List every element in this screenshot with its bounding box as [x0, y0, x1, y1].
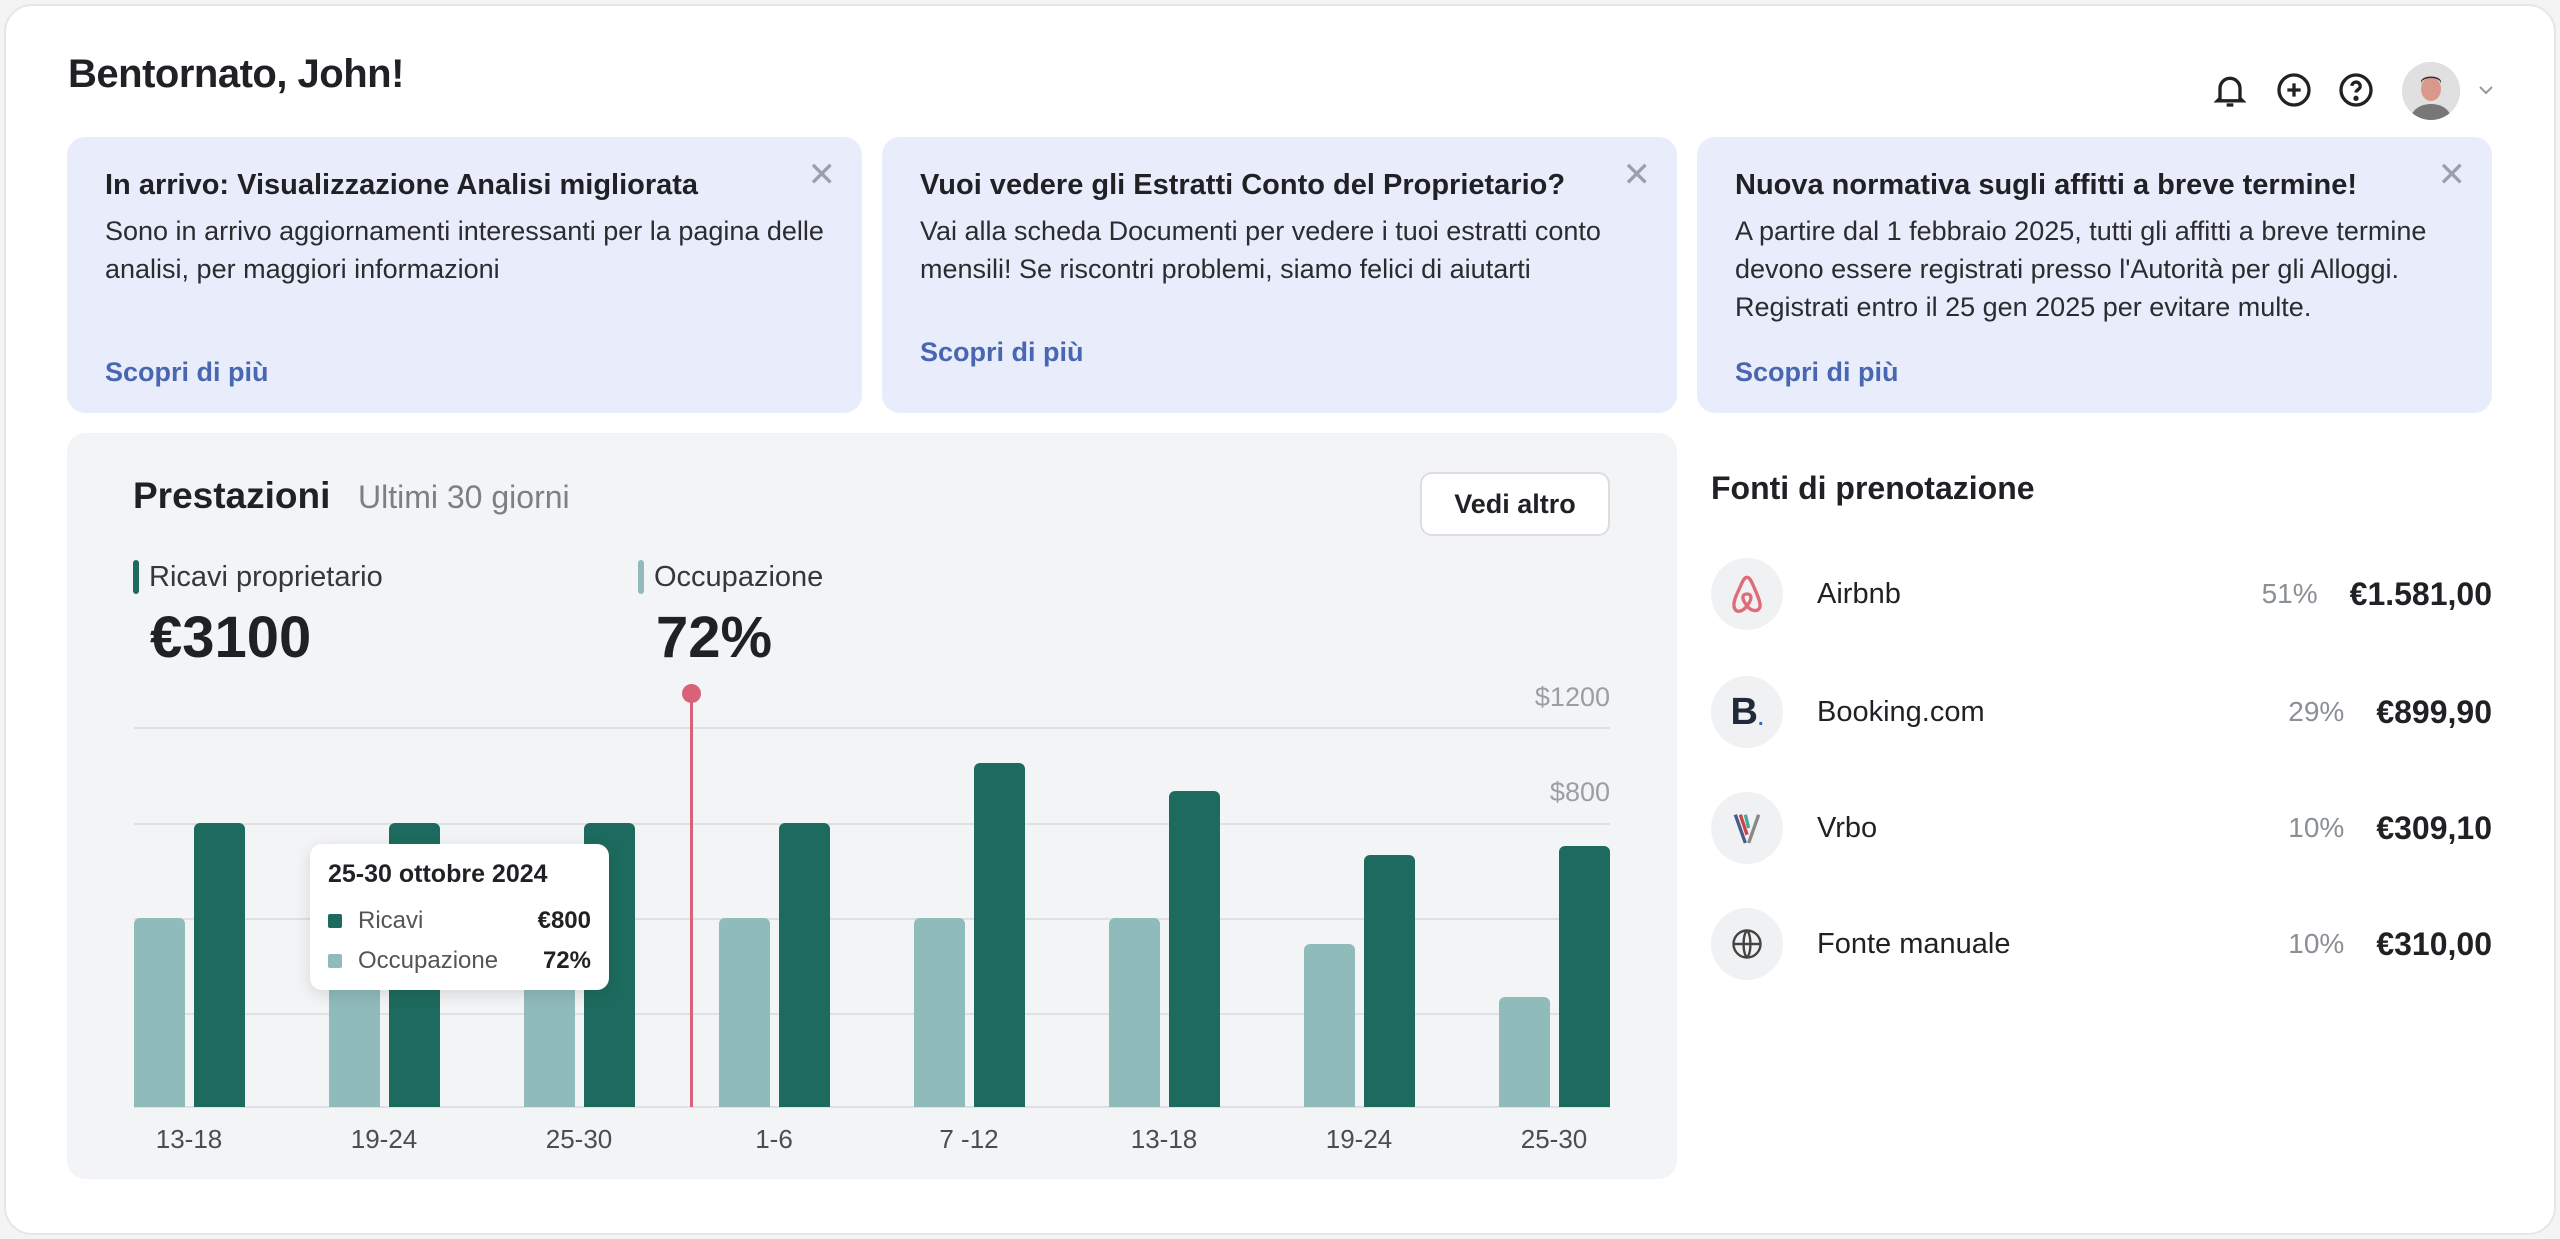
source-name: Fonte manuale: [1817, 927, 2011, 960]
x-tick-label: 19-24: [350, 1124, 418, 1154]
tooltip-row: Occupazione 72%: [328, 947, 591, 975]
performance-panel: [67, 433, 1677, 1179]
revenue-legend: Ricavi proprietario: [133, 560, 383, 594]
occupancy-bar[interactable]: [914, 918, 965, 1107]
hover-line: [690, 692, 693, 1107]
y-tick-label: $800: [1549, 777, 1610, 807]
close-icon[interactable]: ✕: [807, 156, 837, 194]
occupancy-bar[interactable]: [134, 918, 185, 1107]
airbnb-icon: [1711, 558, 1783, 630]
card-title: Vuoi vedere gli Estratti Conto del Propr…: [920, 169, 1566, 201]
source-amount: €1.581,00: [2349, 575, 2492, 612]
x-tick-label: 25-30: [545, 1124, 613, 1154]
source-row[interactable]: Airbnb 51% €1.581,00: [1711, 558, 2492, 630]
x-tick-label: 13-18: [1130, 1124, 1198, 1154]
tooltip-value: €800: [537, 907, 591, 934]
source-row[interactable]: Vrbo 10% €309,10: [1711, 792, 2492, 864]
revenue-label: Ricavi proprietario: [149, 560, 383, 593]
occupancy-bar[interactable]: [719, 918, 770, 1107]
learn-more-link[interactable]: Scopri di più: [105, 357, 269, 387]
vrbo-icon: [1711, 792, 1783, 864]
page-title: Bentornato, John!: [68, 52, 404, 96]
source-name: Airbnb: [1817, 577, 1901, 610]
source-pct: 10%: [2288, 928, 2345, 959]
occupancy-bar[interactable]: [1499, 996, 1550, 1107]
tooltip-row: Ricavi €800: [328, 907, 591, 935]
avatar[interactable]: [2402, 62, 2460, 120]
source-amount: €310,00: [2376, 925, 2492, 962]
plus-circle-icon[interactable]: [2274, 70, 2314, 110]
revenue-bar[interactable]: [779, 823, 830, 1107]
revenue-bar[interactable]: [974, 762, 1025, 1107]
close-icon[interactable]: ✕: [2437, 156, 2467, 194]
see-more-button[interactable]: Vedi altro: [1420, 472, 1610, 536]
revenue-value: €3100: [150, 605, 312, 670]
x-tick-label: 13-18: [155, 1124, 223, 1154]
source-pct: 10%: [2288, 812, 2345, 843]
source-row[interactable]: B. Booking.com 29% €899,90: [1711, 676, 2492, 748]
source-row[interactable]: Fonte manuale 10% €310,00: [1711, 908, 2492, 980]
revenue-bar[interactable]: [1364, 854, 1415, 1107]
source-amount: €899,90: [2376, 693, 2492, 730]
card-title: In arrivo: Visualizzazione Analisi migli…: [105, 169, 699, 201]
x-tick-label: 1-6: [755, 1124, 793, 1154]
occupancy-value: 72%: [656, 605, 773, 670]
card-body: A partire dal 1 febbraio 2025, tutti gli…: [1735, 216, 2427, 322]
bell-icon[interactable]: [2210, 70, 2250, 110]
x-tick-label: 25-30: [1520, 1124, 1588, 1154]
learn-more-link[interactable]: Scopri di più: [1735, 357, 1899, 387]
learn-more-link[interactable]: Scopri di più: [920, 337, 1084, 367]
y-tick-label: $1200: [1534, 682, 1610, 712]
help-icon[interactable]: [2336, 70, 2376, 110]
source-pct: 51%: [2261, 578, 2318, 609]
gridline: [134, 1013, 1610, 1015]
announcement-card: Vuoi vedere gli Estratti Conto del Propr…: [882, 137, 1677, 413]
occupancy-bar[interactable]: [1109, 918, 1160, 1107]
performance-period: Ultimi 30 giorni: [358, 479, 570, 515]
x-tick-label: 19-24: [1325, 1124, 1393, 1154]
gridline: [134, 918, 1610, 920]
revenue-bar[interactable]: [1559, 846, 1610, 1107]
occupancy-legend: Occupazione: [638, 560, 823, 594]
performance-title: Prestazioni: [133, 475, 331, 516]
close-icon[interactable]: ✕: [1622, 156, 1652, 194]
hover-dot: [682, 684, 701, 703]
tooltip-title: 25-30 ottobre 2024: [328, 860, 548, 888]
gridline: [134, 823, 1610, 825]
sources-title: Fonti di prenotazione: [1711, 470, 2035, 506]
tooltip-label: Occupazione: [358, 947, 499, 974]
revenue-bar[interactable]: [1169, 791, 1220, 1107]
baseline: [134, 1106, 1610, 1108]
card-body: Vai alla scheda Documenti per vedere i t…: [920, 216, 1601, 284]
revenue-bar[interactable]: [194, 823, 245, 1107]
chart-tooltip: 25-30 ottobre 2024 Ricavi €800 Occupazion…: [310, 844, 609, 990]
occupancy-label: Occupazione: [654, 560, 824, 593]
tooltip-value: 72%: [542, 947, 591, 974]
card-title: Nuova normativa sugli affitti a breve te…: [1735, 169, 2358, 201]
source-name: Vrbo: [1817, 811, 1878, 844]
booking-icon: B.: [1711, 676, 1783, 748]
source-amount: €309,10: [2376, 809, 2492, 846]
x-tick-label: 7 -12: [939, 1124, 999, 1154]
announcement-card: In arrivo: Visualizzazione Analisi migli…: [67, 137, 862, 413]
gridline: [134, 727, 1610, 729]
source-pct: 29%: [2288, 696, 2345, 727]
occupancy-bar[interactable]: [1304, 944, 1355, 1107]
tooltip-label: Ricavi: [358, 907, 424, 934]
card-body: Sono in arrivo aggiornamenti interessant…: [105, 216, 824, 284]
globe-icon: [1711, 908, 1783, 980]
chevron-down-icon[interactable]: [2476, 82, 2496, 98]
source-name: Booking.com: [1817, 695, 1985, 728]
announcement-card: Nuova normativa sugli affitti a breve te…: [1697, 137, 2492, 413]
